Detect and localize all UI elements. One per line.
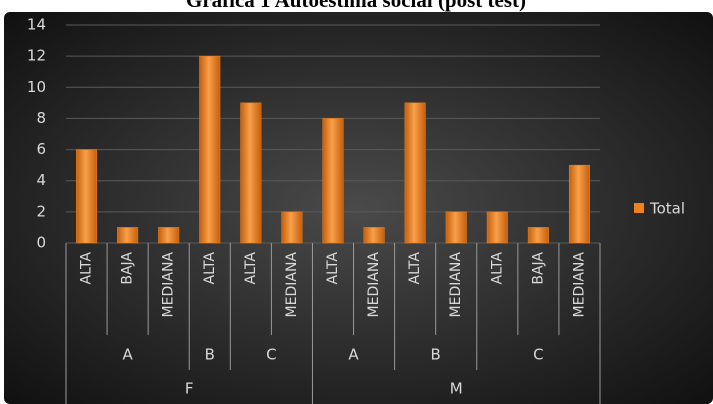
bar (240, 102, 262, 244)
x-tick-label: MEDIANA (571, 252, 587, 318)
group-label: M (450, 380, 463, 398)
chart-title: Gráfica 1 Autoestima social (post test) (186, 0, 526, 12)
x-tick-label: MEDIANA (161, 252, 177, 318)
x-tick-label: MEDIANA (284, 252, 300, 318)
group-label: F (185, 380, 194, 398)
x-tick-label: ALTA (325, 252, 341, 285)
group-label: B (431, 346, 441, 364)
x-tick-label: ALTA (79, 252, 95, 285)
bar (281, 211, 303, 244)
group-label: B (205, 346, 215, 364)
group-label: A (348, 346, 359, 364)
bar (486, 211, 508, 244)
group-label: C (533, 346, 543, 364)
bar (117, 227, 139, 244)
x-tick-label: BAJA (120, 252, 136, 285)
bar (527, 227, 549, 244)
x-tick-label: ALTA (202, 252, 218, 285)
legend-swatch (634, 203, 644, 213)
bar (568, 164, 590, 244)
legend-label: Total (649, 200, 685, 218)
group-label: A (122, 346, 133, 364)
bar (404, 102, 426, 244)
bar (158, 227, 180, 244)
bar (445, 211, 467, 244)
bar (363, 227, 385, 244)
y-tick-label: 12 (27, 47, 46, 65)
x-tick-label: BAJA (530, 252, 546, 285)
bar (199, 55, 221, 244)
y-tick-label: 8 (36, 109, 46, 127)
y-tick-label: 0 (36, 234, 46, 252)
group-label: C (266, 346, 276, 364)
x-tick-label: ALTA (489, 252, 505, 285)
x-tick-label: MEDIANA (366, 252, 382, 318)
y-tick-label: 4 (36, 171, 46, 189)
bar (76, 149, 98, 244)
chart-background (4, 12, 713, 404)
y-tick-label: 10 (27, 78, 46, 96)
y-tick-label: 6 (36, 140, 46, 158)
bar (322, 118, 344, 244)
y-tick-label: 2 (36, 202, 46, 220)
y-tick-label: 14 (27, 16, 46, 34)
x-tick-label: ALTA (243, 252, 259, 285)
x-tick-label: ALTA (407, 252, 423, 285)
x-tick-label: MEDIANA (448, 252, 464, 318)
